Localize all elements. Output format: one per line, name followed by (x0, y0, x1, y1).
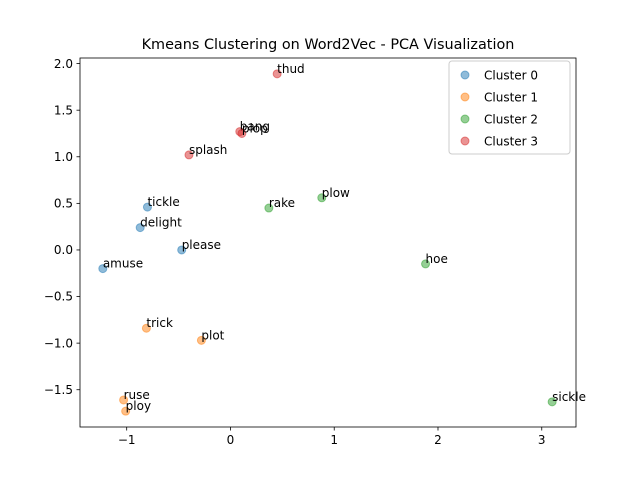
point-label: splash (189, 143, 227, 157)
plot-area: −1 0 1 2 3 −1.5 −1.0 −0.5 0.0 0.5 1.0 1.5 2.0 tickle d… (44, 57, 586, 447)
data-point (237, 128, 247, 138)
y-tick-label: 0.0 (54, 243, 73, 257)
legend-label: Cluster 1 (484, 91, 538, 105)
y-tick-label: −1.5 (44, 383, 73, 397)
point-label: plot (201, 328, 224, 342)
legend-marker (460, 136, 470, 146)
point-label: hoe (426, 252, 448, 266)
point-label: bang (240, 120, 270, 134)
data-point (119, 395, 129, 405)
data-point (142, 202, 152, 212)
point-label: ruse (124, 388, 150, 402)
data-point (135, 223, 145, 233)
point-label: amuse (103, 257, 143, 271)
data-point (264, 203, 274, 213)
chart-title: Kmeans Clustering on Word2Vec - PCA Visu… (142, 37, 515, 53)
legend-label: Cluster 0 (484, 69, 538, 83)
point-label: sickle (552, 390, 586, 404)
y-tick-label: −1.0 (44, 336, 73, 350)
legend-marker (460, 92, 470, 102)
x-tick-label: 3 (538, 433, 546, 447)
y-tick-label: 1.0 (54, 150, 73, 164)
legend-label: Cluster 3 (484, 135, 538, 149)
data-point (177, 245, 187, 255)
data-point (98, 264, 108, 274)
legend-label: Cluster 2 (484, 113, 538, 127)
legend: Cluster 0 Cluster 1 Cluster 2 Cluster 3 (448, 60, 571, 155)
data-point (272, 69, 282, 79)
data-point (184, 150, 194, 160)
x-tick-label: 0 (227, 433, 235, 447)
point-label: plow (322, 186, 350, 200)
x-tick-label: −1 (118, 433, 136, 447)
data-point (121, 406, 131, 416)
x-tick-label: 1 (330, 433, 338, 447)
point-label: thud (277, 62, 305, 76)
y-tick-label: 2.0 (54, 57, 73, 71)
legend-marker (460, 70, 470, 80)
data-point (547, 397, 557, 407)
point-label: plop (242, 121, 268, 135)
data-point (317, 193, 327, 203)
point-label: ploy (126, 399, 151, 413)
point-label: tickle (147, 195, 179, 209)
point-label: delight (140, 216, 182, 230)
data-point (141, 323, 151, 333)
point-label: trick (146, 316, 173, 330)
point-label: rake (269, 196, 295, 210)
axes-frame (79, 57, 577, 428)
y-tick-label: 1.5 (54, 103, 73, 117)
point-label: please (182, 238, 221, 252)
y-tick-label: −0.5 (44, 290, 73, 304)
data-point (421, 259, 431, 269)
x-tick-label: 2 (434, 433, 442, 447)
legend-box (448, 60, 571, 155)
data-point (196, 335, 206, 345)
legend-marker (460, 114, 470, 124)
y-tick-label: 0.5 (54, 197, 73, 211)
